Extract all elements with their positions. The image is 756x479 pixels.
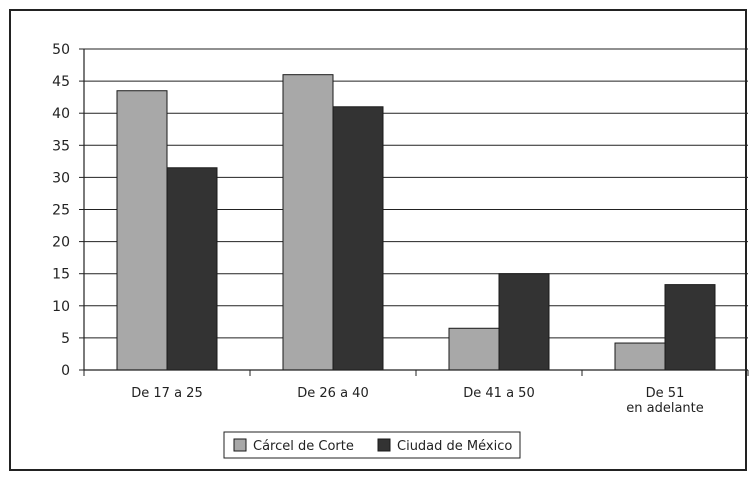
legend-swatch [234,439,246,451]
legend-swatch [378,439,390,451]
y-tick-label: 30 [52,170,70,186]
y-tick-label: 10 [52,299,70,315]
y-tick-label: 15 [52,267,70,283]
bar-ciudad-de-mexico [333,107,383,370]
y-tick-label: 20 [52,235,70,251]
y-tick-label: 45 [52,74,70,90]
legend-label: Cárcel de Corte [253,439,354,454]
x-tick-label: De 17 a 25 [131,386,202,401]
bar-carcel-de-corte [283,75,333,370]
legend: Cárcel de Corte Ciudad de México [224,432,520,458]
x-tick-label: en adelante [626,401,704,416]
y-tick-label: 50 [52,42,70,58]
legend-label: Ciudad de México [397,439,512,454]
bar-ciudad-de-mexico [665,285,715,370]
x-tick-label: De 41 a 50 [463,386,534,401]
y-tick-label: 40 [52,106,70,122]
bar-carcel-de-corte [615,343,665,370]
y-tick-label: 5 [61,331,70,347]
bar-carcel-de-corte [117,91,167,370]
bar-ciudad-de-mexico [499,274,549,370]
bar-ciudad-de-mexico [167,168,217,370]
x-tick-label: De 51 [646,386,685,401]
x-tick-label: De 26 a 40 [297,386,368,401]
bar-carcel-de-corte [449,328,499,370]
y-tick-label: 0 [61,363,70,379]
y-tick-label: 25 [52,203,70,219]
y-tick-label: 35 [52,138,70,154]
